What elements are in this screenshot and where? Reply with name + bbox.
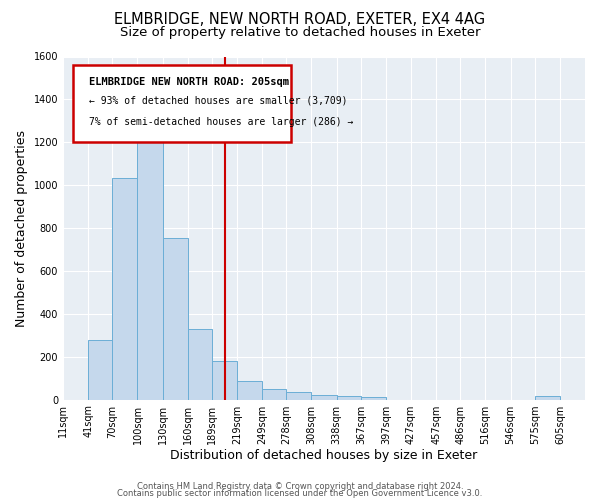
Text: Size of property relative to detached houses in Exeter: Size of property relative to detached ho…	[120, 26, 480, 39]
Text: ELMBRIDGE NEW NORTH ROAD: 205sqm: ELMBRIDGE NEW NORTH ROAD: 205sqm	[89, 77, 289, 87]
Text: 7% of semi-detached houses are larger (286) →: 7% of semi-detached houses are larger (2…	[89, 117, 353, 127]
FancyBboxPatch shape	[73, 65, 290, 142]
Bar	[262, 389, 286, 400]
Text: Contains public sector information licensed under the Open Government Licence v3: Contains public sector information licen…	[118, 490, 482, 498]
Bar	[286, 392, 311, 400]
Bar	[212, 361, 237, 400]
Bar	[535, 396, 560, 400]
Bar	[88, 340, 112, 400]
X-axis label: Distribution of detached houses by size in Exeter: Distribution of detached houses by size …	[170, 450, 478, 462]
Bar	[188, 329, 212, 400]
Bar	[237, 382, 262, 400]
Y-axis label: Number of detached properties: Number of detached properties	[15, 130, 28, 326]
Bar	[337, 396, 361, 400]
Text: Contains HM Land Registry data © Crown copyright and database right 2024.: Contains HM Land Registry data © Crown c…	[137, 482, 463, 491]
Text: ELMBRIDGE, NEW NORTH ROAD, EXETER, EX4 4AG: ELMBRIDGE, NEW NORTH ROAD, EXETER, EX4 4…	[115, 12, 485, 28]
Bar	[112, 178, 137, 400]
Bar	[311, 396, 337, 400]
Text: ← 93% of detached houses are smaller (3,709): ← 93% of detached houses are smaller (3,…	[89, 96, 347, 106]
Bar	[163, 238, 188, 400]
Bar	[137, 134, 163, 400]
Bar	[361, 398, 386, 400]
